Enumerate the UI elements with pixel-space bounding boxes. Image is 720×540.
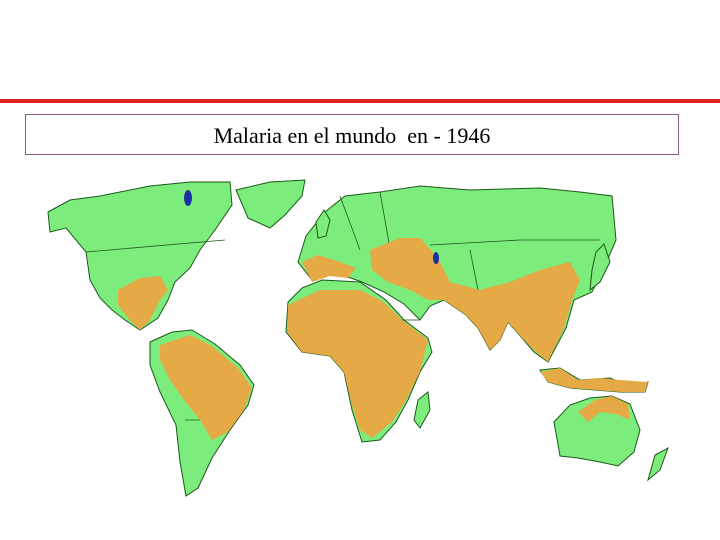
north-america	[47, 181, 233, 331]
japan	[589, 243, 611, 292]
title-box: Malaria en el mundo en - 1946	[25, 114, 679, 155]
red-rule	[0, 99, 720, 103]
malaria-southeast-asia	[540, 368, 648, 392]
malaria-mediterranean	[302, 255, 356, 282]
new-zealand	[647, 446, 669, 482]
malaria-africa	[287, 290, 428, 438]
caspian-sea	[433, 252, 439, 264]
malaria-americas-north	[118, 276, 168, 330]
greenland	[235, 179, 306, 229]
madagascar	[413, 391, 431, 429]
britain	[315, 209, 331, 239]
title: Malaria en el mundo en - 1946	[213, 123, 491, 148]
malaria-asia	[370, 238, 580, 362]
lake	[184, 190, 192, 206]
malaria-south-america	[160, 335, 252, 440]
malaria-australia	[578, 396, 630, 422]
